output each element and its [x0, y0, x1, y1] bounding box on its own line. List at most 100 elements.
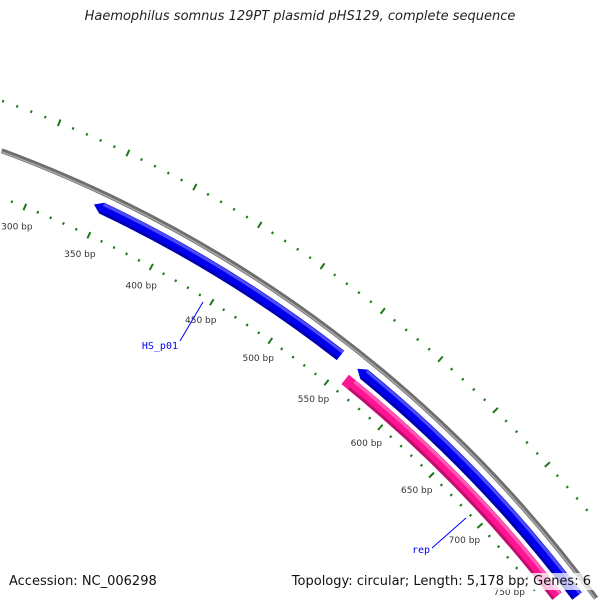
minor-tick-outer	[283, 239, 287, 243]
major-tick-inner	[209, 298, 215, 306]
gene-highlight	[102, 203, 344, 354]
minor-tick-outer	[333, 273, 337, 277]
major-tick-inner	[86, 231, 92, 239]
major-tick-outer	[379, 307, 386, 315]
tick-label: 450 bp	[185, 316, 217, 326]
gene-label-rep: rep	[412, 545, 430, 556]
major-tick-outer	[257, 221, 263, 229]
minor-tick-inner	[74, 227, 78, 231]
minor-tick-outer	[585, 508, 589, 512]
minor-tick-outer	[357, 291, 361, 295]
minor-tick-outer	[404, 328, 408, 332]
tick-label: 500 bp	[242, 354, 274, 364]
minor-tick-outer	[153, 164, 157, 168]
minor-tick-inner	[313, 372, 317, 376]
gene-highlight	[353, 380, 562, 595]
minor-tick-outer	[392, 318, 397, 322]
minor-tick-outer	[504, 419, 508, 423]
minor-tick-inner	[449, 493, 453, 497]
minor-tick-outer	[461, 377, 465, 381]
minor-tick-outer	[15, 104, 19, 108]
tick-label: 550 bp	[298, 395, 330, 405]
minor-tick-outer	[514, 430, 519, 434]
minor-tick-outer	[270, 231, 274, 235]
minor-tick-inner	[245, 323, 249, 327]
minor-tick-inner	[346, 398, 350, 402]
gene-shadow	[347, 387, 555, 600]
tick-label: 300 bp	[1, 222, 33, 232]
minor-tick-inner	[186, 286, 190, 290]
minor-tick-inner	[125, 252, 128, 256]
major-tick-inner	[267, 337, 274, 345]
minor-tick-outer	[180, 178, 184, 182]
gene-arc-rep	[341, 374, 562, 600]
map-title: Haemophilus somnus 129PT plasmid pHS129,…	[84, 9, 516, 24]
minor-tick-inner	[515, 566, 519, 570]
minor-tick-inner	[137, 258, 141, 262]
major-tick-inner	[323, 379, 330, 386]
minor-tick-outer	[525, 440, 529, 445]
minor-tick-outer	[245, 215, 249, 219]
minor-tick-outer	[483, 398, 487, 402]
major-tick-outer	[544, 461, 551, 468]
minor-tick-inner	[222, 308, 226, 312]
minor-tick-outer	[450, 367, 454, 371]
minor-tick-outer	[99, 138, 103, 142]
major-tick-outer	[492, 407, 499, 414]
minor-tick-outer	[1, 99, 5, 103]
minor-tick-outer	[112, 145, 116, 149]
major-tick-inner	[428, 471, 435, 479]
major-tick-outer	[319, 262, 326, 270]
minor-tick-inner	[100, 239, 103, 243]
minor-tick-inner	[302, 363, 306, 368]
minor-tick-inner	[233, 315, 237, 319]
gene-arc-HS_p01	[93, 202, 345, 361]
minor-tick-outer	[308, 256, 312, 260]
minor-tick-inner	[439, 483, 444, 487]
minor-tick-inner	[389, 435, 393, 439]
tick-label: 750 bp	[493, 588, 525, 598]
minor-tick-outer	[29, 110, 33, 114]
minor-tick-inner	[112, 245, 116, 250]
major-tick-outer	[437, 355, 444, 363]
minor-tick-outer	[427, 347, 431, 351]
gene-highlight	[365, 369, 582, 595]
minor-tick-outer	[71, 126, 75, 130]
minor-tick-outer	[232, 207, 236, 211]
major-tick-inner	[22, 203, 28, 211]
major-tick-inner	[148, 263, 154, 271]
minor-tick-outer	[85, 132, 89, 136]
minor-tick-inner	[198, 293, 202, 297]
minor-tick-inner	[10, 200, 14, 204]
minor-tick-outer	[555, 474, 560, 478]
minor-tick-inner	[257, 331, 261, 335]
gene-label-leader	[431, 517, 467, 549]
minor-tick-inner	[36, 210, 40, 214]
minor-tick-inner	[162, 272, 166, 276]
minor-tick-outer	[206, 192, 210, 196]
minor-tick-inner	[335, 389, 340, 393]
tick-label: 350 bp	[64, 250, 96, 260]
minor-tick-inner	[468, 513, 473, 517]
major-tick-outer	[56, 119, 62, 127]
minor-tick-inner	[49, 216, 53, 220]
tick-label: 650 bp	[401, 486, 433, 496]
backbone-circle	[0, 148, 599, 600]
minor-tick-inner	[409, 454, 413, 458]
minor-tick-outer	[43, 115, 47, 119]
minor-tick-inner	[174, 279, 178, 283]
tick-label: 700 bp	[449, 536, 481, 546]
minor-tick-inner	[419, 463, 424, 467]
minor-tick-outer	[575, 496, 579, 500]
minor-tick-inner	[459, 503, 463, 507]
summary-legend: Topology: circular; Length: 5,178 bp; Ge…	[288, 573, 594, 590]
backbone-highlight	[0, 150, 596, 600]
major-tick-outer	[192, 183, 198, 191]
minor-tick-outer	[369, 300, 373, 304]
tick-label: 600 bp	[351, 439, 383, 449]
minor-tick-outer	[416, 337, 420, 342]
tick-label: 400 bp	[125, 281, 157, 291]
major-tick-inner	[377, 424, 384, 431]
